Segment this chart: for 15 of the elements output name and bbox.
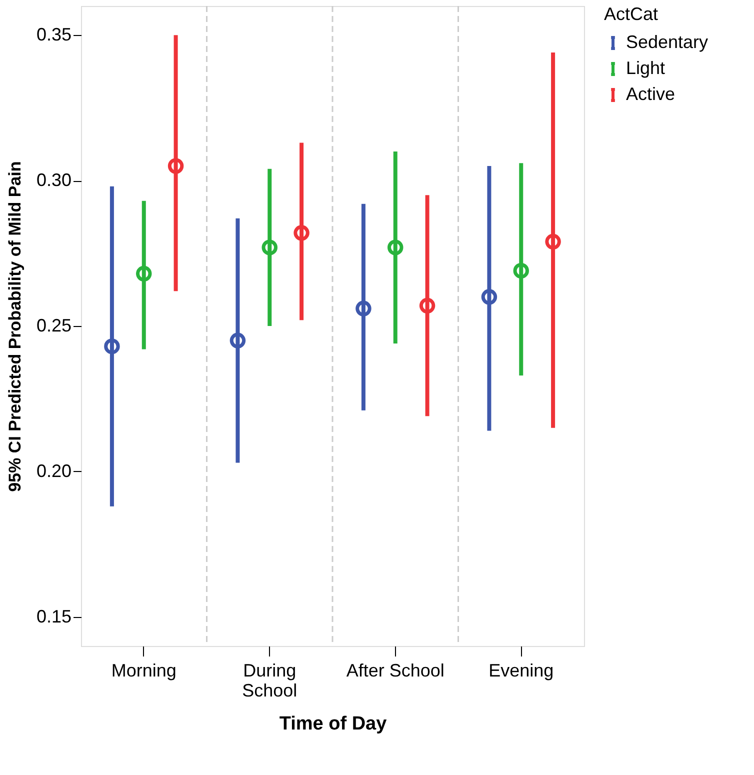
legend-title: ActCat bbox=[604, 4, 658, 24]
x-tick-label: After School bbox=[346, 660, 444, 680]
legend-label: Active bbox=[626, 84, 676, 104]
y-tick-label: 0.25 bbox=[36, 316, 72, 336]
x-tick-label: Morning bbox=[111, 660, 176, 680]
x-tick-label: During School bbox=[242, 660, 298, 700]
legend-label: Light bbox=[626, 58, 666, 78]
x-axis-title: Time of Day bbox=[279, 714, 388, 734]
legend-label: Sedentary bbox=[626, 32, 708, 52]
y-tick-label: 0.15 bbox=[36, 606, 72, 626]
y-tick-label: 0.20 bbox=[36, 460, 72, 481]
y-tick-label: 0.35 bbox=[36, 24, 72, 45]
y-axis-title: 95% CI Predicted Probability of Mild Pain bbox=[5, 161, 24, 492]
x-tick-label: Evening bbox=[488, 660, 554, 680]
y-tick-label: 0.30 bbox=[36, 170, 72, 190]
